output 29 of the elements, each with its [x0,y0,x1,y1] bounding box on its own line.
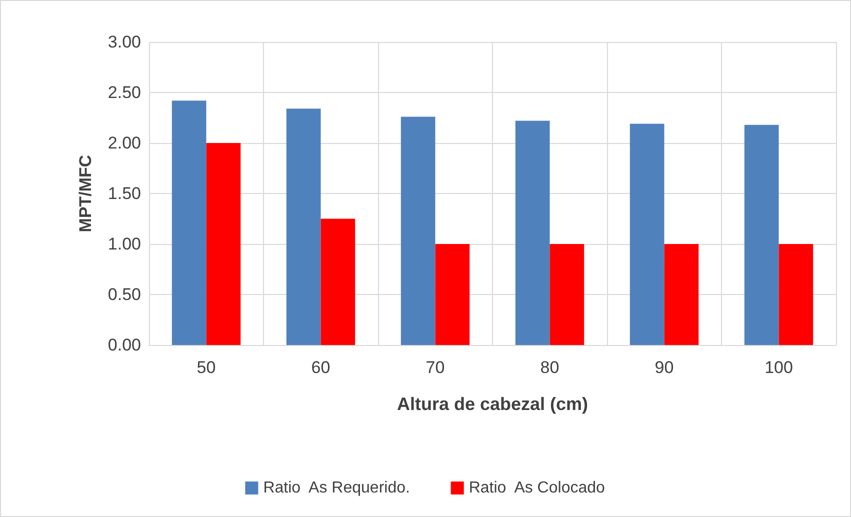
bar [664,244,699,345]
bar [515,120,550,345]
bar [286,108,321,345]
x-tick-label: 60 [311,358,330,377]
y-tick-label: 1.50 [108,184,141,203]
bar [778,244,814,345]
legend-label: Ratio As Requerido. [263,480,410,496]
x-tick-label: 100 [764,358,793,377]
legend-label: Ratio As Colocado [468,480,606,496]
x-tick-label: 90 [654,358,674,377]
bar [550,244,584,345]
x-tick-label: 80 [540,358,560,377]
y-tick-label: 2.00 [108,134,141,152]
bar [172,100,206,345]
bar [630,124,664,345]
y-tick-label: 0.50 [108,285,141,304]
bar [435,244,470,345]
y-tick-label: 0.00 [108,336,141,354]
bar [400,116,436,345]
y-tick-label: 1.00 [108,234,141,254]
x-axis-title: Altura de cabezal (cm) [396,394,588,414]
bar [206,143,241,345]
y-tick-label: 2.50 [108,83,141,102]
y-axis-title: MPT/MFC [76,154,95,232]
x-tick-label: 70 [426,358,445,377]
x-tick-label: 50 [196,358,216,377]
bar [744,124,779,345]
bar [320,218,356,345]
y-tick-label: 3.00 [108,32,141,52]
